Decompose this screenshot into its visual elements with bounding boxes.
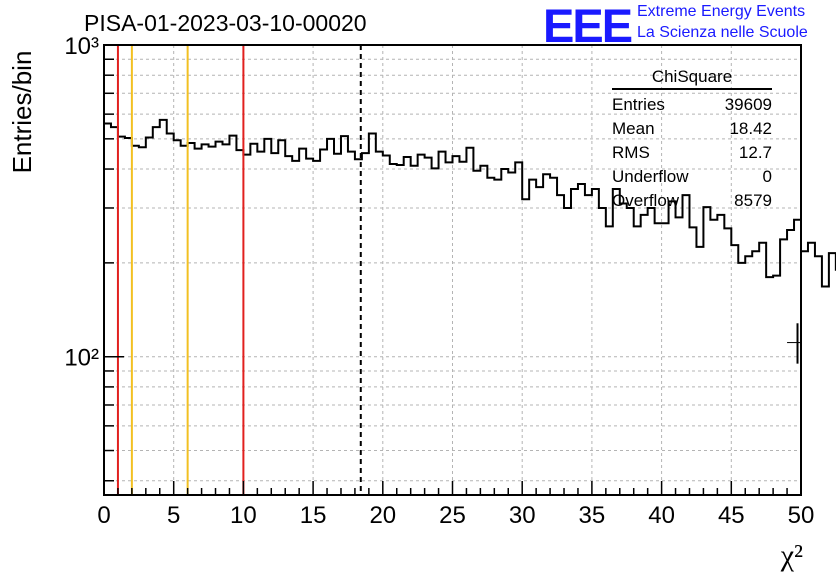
run-title: PISA-01-2023-03-10-00020 [84, 10, 367, 36]
stats-box: ChiSquare Entries 39609 Mean 18.42 RMS 1… [612, 67, 772, 213]
stat-label: RMS [612, 143, 650, 162]
stat-row-overflow: Overflow 8579 [612, 189, 772, 213]
stat-value: 8579 [734, 191, 772, 210]
x-tick-label: 20 [369, 502, 396, 529]
logo-tagline-1: Extreme Energy Events [637, 3, 806, 20]
x-tick-label: 0 [97, 502, 110, 529]
stat-value: 0 [762, 167, 772, 186]
stat-label: Mean [612, 119, 655, 138]
x-tick-label: 10 [230, 502, 257, 529]
stat-label: Overflow [612, 191, 680, 210]
stats-divider [612, 88, 772, 90]
stat-value: 39609 [724, 95, 772, 114]
y-tick-label: 10² [64, 345, 99, 372]
stat-row-mean: Mean 18.42 [612, 117, 772, 141]
stat-row-rms: RMS 12.7 [612, 141, 772, 165]
marker-lines [116, 45, 362, 495]
y-tick-label: 10³ [64, 33, 99, 60]
x-tick-label: 25 [439, 502, 466, 529]
stat-row-underflow: Underflow 0 [612, 165, 772, 189]
x-tick-label: 5 [167, 502, 180, 529]
logo-tagline-2: La Scienza nelle Scuole [637, 24, 808, 41]
x-axis-label: χ² [780, 539, 803, 572]
histogram-outline [104, 118, 836, 288]
x-tick-label: 30 [509, 502, 536, 529]
x-tick-label: 40 [648, 502, 675, 529]
stats-title: ChiSquare [651, 67, 733, 86]
x-tick-label: 50 [788, 502, 815, 529]
x-tick-label: 15 [300, 502, 327, 529]
x-tick-label: 45 [718, 502, 745, 529]
stat-label: Underflow [612, 167, 689, 186]
axis-ticks [103, 44, 802, 495]
stat-value: 18.42 [729, 119, 772, 138]
grid-lines [104, 45, 801, 495]
x-tick-label: 35 [579, 502, 606, 529]
eee-logo: EEE [543, 0, 633, 52]
axis-tick-labels: 0 5 10 15 20 25 30 35 40 45 50 10² 10³ [64, 33, 814, 529]
stat-row-entries: Entries 39609 [612, 93, 772, 117]
stat-value: 12.7 [738, 143, 772, 162]
histogram-series [104, 118, 836, 364]
stat-label: Entries [612, 95, 665, 114]
y-axis-label: Entries/bin [7, 51, 37, 174]
